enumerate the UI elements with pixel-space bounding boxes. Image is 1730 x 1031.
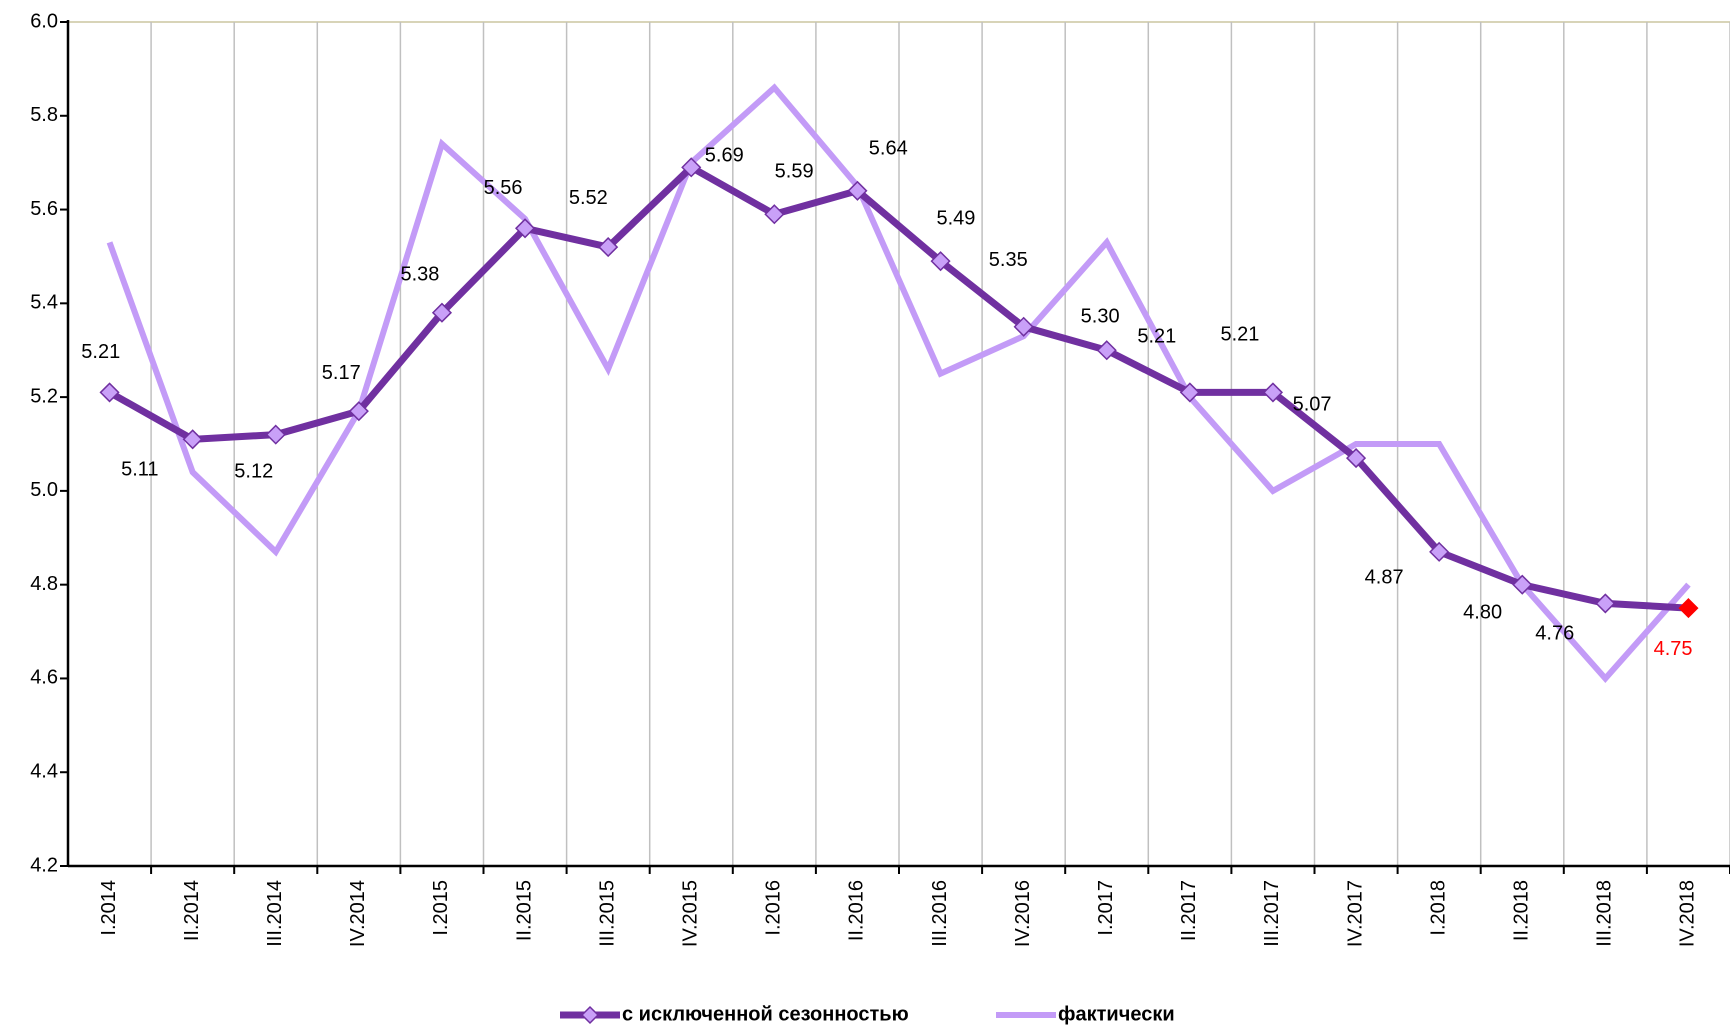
marker (847, 180, 868, 201)
y-tick-label: 4.8 (30, 573, 58, 595)
marker (1179, 382, 1200, 403)
data-label: 5.21 (1137, 326, 1176, 348)
x-tick-label: IV.2017 (1344, 880, 1366, 947)
marker (265, 424, 286, 445)
data-label: 5.64 (869, 137, 908, 159)
x-tick-label: II.2016 (846, 880, 868, 941)
data-label: 5.52 (569, 187, 608, 209)
marker (1262, 382, 1284, 403)
marker (182, 429, 203, 450)
data-label: 5.11 (121, 458, 158, 480)
data-label: 5.17 (322, 362, 361, 384)
marker (1096, 340, 1117, 361)
legend-label: с исключенной сезонностью (622, 1003, 909, 1025)
x-tick-label: I.2016 (763, 880, 785, 936)
y-tick-label: 4.4 (30, 761, 58, 783)
x-tick-label: III.2014 (264, 880, 286, 947)
y-tick-label: 5.6 (30, 198, 58, 220)
data-label: 5.21 (1220, 324, 1259, 346)
x-tick-label: IV.2016 (1012, 880, 1034, 947)
y-tick-label: 5.8 (30, 104, 58, 126)
data-label: 4.80 (1463, 602, 1502, 624)
data-label: 5.35 (989, 249, 1028, 271)
y-tick-label: 5.4 (30, 292, 58, 314)
marker (431, 302, 453, 323)
data-label: 5.30 (1081, 306, 1120, 328)
y-tick-label: 4.2 (30, 854, 58, 876)
x-tick-label: IV.2018 (1677, 880, 1699, 947)
marker (1429, 541, 1450, 562)
marker (1345, 448, 1367, 469)
data-label: 5.38 (400, 264, 439, 286)
marker (1678, 598, 1699, 619)
y-tick-label: 4.6 (30, 667, 58, 689)
x-tick-label: I.2018 (1427, 880, 1449, 936)
y-tick-label: 6.0 (30, 10, 58, 32)
data-label: 5.56 (484, 177, 523, 199)
x-tick-label: II.2017 (1178, 880, 1200, 941)
data-label: 5.12 (234, 460, 273, 482)
x-tick-label: III.2017 (1261, 880, 1283, 947)
legend-marker (580, 1005, 600, 1025)
marker (681, 157, 702, 178)
marker (1013, 316, 1034, 337)
x-tick-label: II.2014 (181, 880, 203, 941)
x-tick-label: III.2015 (596, 880, 618, 947)
marker (930, 251, 951, 272)
data-label: 4.87 (1365, 567, 1404, 589)
marker (598, 237, 619, 258)
data-label: 5.07 (1293, 394, 1332, 416)
data-label: 5.49 (936, 208, 975, 230)
data-label: 4.76 (1535, 623, 1574, 645)
marker (514, 218, 536, 239)
x-tick-label: I.2015 (430, 880, 452, 936)
data-label: 4.75 (1654, 638, 1693, 660)
y-tick-label: 5.2 (30, 385, 58, 407)
x-tick-label: IV.2015 (680, 880, 702, 947)
y-tick-label: 5.0 (30, 479, 58, 501)
marker (1512, 574, 1533, 595)
data-label: 5.21 (81, 341, 120, 363)
marker (764, 204, 785, 225)
x-tick-label: I.2014 (98, 880, 120, 936)
marker (99, 382, 120, 403)
marker (348, 401, 369, 422)
marker (1595, 593, 1616, 614)
legend-label: фактически (1058, 1003, 1175, 1025)
x-tick-label: III.2016 (929, 880, 951, 947)
series-line (106, 83, 1691, 683)
x-tick-label: II.2018 (1511, 880, 1533, 941)
data-label: 5.59 (775, 161, 814, 183)
x-tick-label: I.2017 (1095, 880, 1117, 936)
x-tick-label: IV.2014 (347, 880, 369, 947)
series-line (107, 163, 1689, 612)
x-tick-label: III.2018 (1594, 880, 1616, 947)
x-tick-label: II.2015 (513, 880, 535, 941)
data-label: 5.69 (705, 145, 744, 167)
